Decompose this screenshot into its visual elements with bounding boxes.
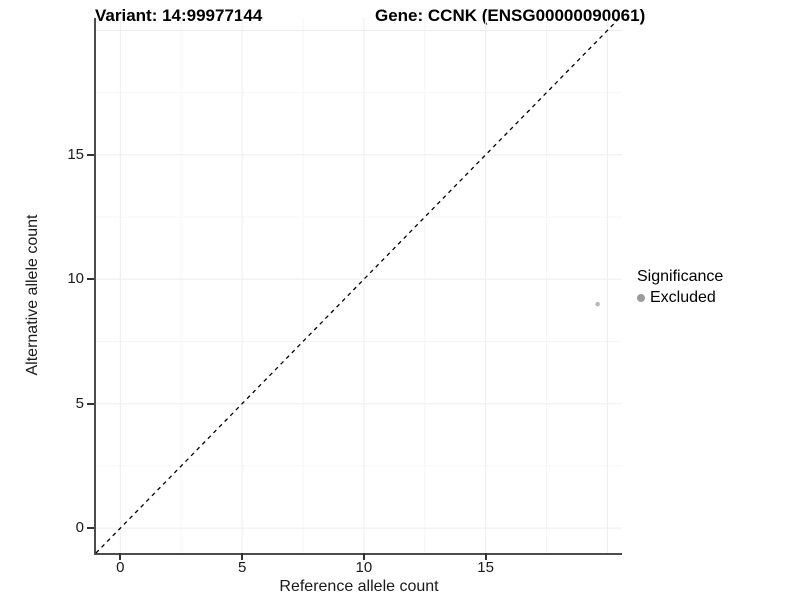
data-point: [595, 301, 600, 307]
y-axis-tick: [87, 527, 94, 530]
variant-title: Variant: 14:99977144: [95, 6, 263, 25]
x-axis-tick-label: 10: [355, 559, 373, 576]
x-axis-tick-label: 5: [237, 559, 247, 576]
legend: Significance Excluded: [637, 268, 723, 307]
x-axis-tick: [241, 553, 244, 560]
y-axis-tick-label: 10: [67, 270, 84, 288]
x-axis-title: Reference allele count: [279, 578, 439, 595]
legend-key-dot-icon: [637, 294, 645, 302]
y-axis-tick-label: 15: [67, 145, 84, 163]
legend-item-excluded: Excluded: [637, 289, 723, 307]
legend-item-label: Excluded: [650, 289, 716, 306]
y-axis-tick: [87, 402, 94, 405]
y-axis-tick-label: 0: [75, 519, 84, 537]
gene-title: Gene: CCNK (ENSG00000090061): [375, 6, 646, 25]
y-axis-tick: [87, 278, 94, 281]
y-axis-tick-label: 5: [75, 394, 84, 412]
identity-line: [95, 17, 621, 554]
legend-title: Significance: [637, 268, 724, 285]
plot-canvas: [95, 17, 622, 554]
x-axis-tick-label: 15: [477, 559, 494, 576]
x-axis-tick: [119, 553, 122, 560]
x-axis-tick: [362, 553, 365, 560]
y-axis-tick: [87, 153, 94, 156]
x-axis-tick: [484, 553, 487, 560]
plot-panel: 0 5 10 15 0 5 10 15: [67, 17, 622, 576]
y-axis-title: Alternative allele count: [24, 214, 41, 376]
x-axis-tick-label: 0: [116, 559, 125, 576]
